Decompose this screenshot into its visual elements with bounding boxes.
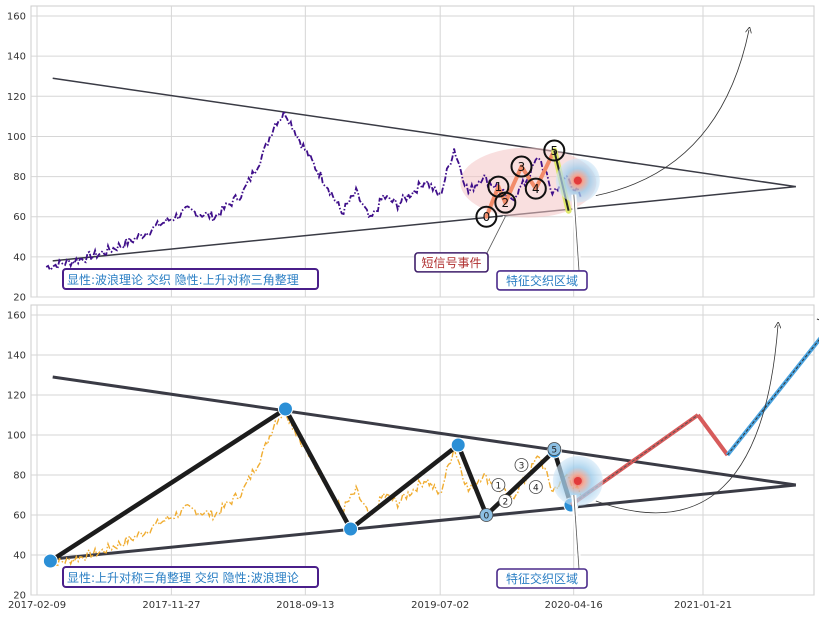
- y-tick-label: 40: [13, 551, 26, 562]
- y-tick-label: 20: [13, 293, 26, 304]
- x-tick-label: 2021-01-21: [674, 600, 732, 611]
- callout-arrow: [486, 216, 506, 254]
- wave-point-circle: [479, 508, 494, 522]
- wave-point-label: 4: [533, 483, 539, 493]
- wave-point-circle: [494, 191, 517, 214]
- interweave-zone-core: [573, 477, 582, 485]
- wave-point-label: 4: [532, 182, 540, 196]
- plot-frame: [30, 304, 815, 596]
- wave-point-label: 1: [496, 481, 502, 491]
- wave-point-label: 5: [550, 144, 558, 158]
- wave-point-circle: [498, 494, 513, 508]
- target-arrow: [595, 325, 778, 514]
- wave-point-circle: [528, 480, 543, 494]
- wave-point-label: 1: [495, 180, 503, 194]
- wave-point-label: 0: [483, 210, 491, 224]
- wave-point-label: 3: [518, 160, 526, 174]
- callout-box: [496, 270, 588, 291]
- target-arrow: [595, 30, 749, 196]
- y-tick-label: 40: [13, 252, 26, 263]
- wave-point-label: 5: [551, 445, 557, 455]
- wave-point-circle: [514, 458, 529, 472]
- y-tick-label: 120: [7, 92, 26, 103]
- y-tick-label: 80: [13, 471, 26, 482]
- x-tick-label: 2018-09-13: [276, 600, 334, 611]
- wave-point-label: 2: [502, 497, 508, 507]
- legend-box: [62, 268, 319, 290]
- projection-down-leg: [696, 413, 730, 457]
- y-tick-label: 80: [13, 172, 26, 183]
- zigzag-pivot: [450, 437, 466, 453]
- zigzag-pivot: [277, 401, 293, 417]
- wave-segment: [496, 184, 508, 205]
- y-tick-label: 140: [7, 351, 26, 362]
- wave-point-label: 0: [484, 511, 490, 521]
- price-series-line: [45, 107, 582, 272]
- y-tick-label: 160: [7, 311, 26, 322]
- wave-point-circle: [524, 177, 547, 200]
- projection-final-dash: [727, 339, 819, 456]
- triangle-upper-line: [52, 375, 797, 487]
- legend-label: 显性:波浪理论 交织 隐性:上升对称三角整理: [67, 272, 299, 287]
- wave-point-circle: [547, 442, 562, 456]
- wave-point-circle: [510, 155, 533, 178]
- wave-point-circle: [543, 139, 566, 162]
- wave-point-circle: [475, 205, 498, 228]
- interweave-zone-core: [573, 176, 582, 185]
- callout-box: [414, 252, 489, 273]
- wave-segment: [503, 164, 524, 205]
- callout-label: 特征交织区域: [506, 571, 578, 586]
- wave-segment: [519, 164, 538, 191]
- callout-label: 特征交织区域: [506, 273, 578, 288]
- callout-box: [496, 568, 588, 589]
- legend-box: [62, 566, 319, 588]
- callout-arrow: [573, 494, 580, 570]
- x-tick-label: 2020-04-16: [545, 600, 603, 611]
- x-tick-label: 2017-02-09: [8, 600, 66, 611]
- plot-frame: [30, 5, 815, 298]
- y-tick-label: 20: [13, 591, 26, 602]
- y-tick-label: 140: [7, 52, 26, 63]
- x-tick-label: 2017-11-27: [142, 600, 200, 611]
- triangle-lower-line: [52, 483, 796, 561]
- callout-label: 短信号事件: [421, 256, 481, 270]
- wave-segment: [533, 148, 557, 191]
- y-tick-label: 60: [13, 212, 26, 223]
- zigzag-pivot: [343, 521, 359, 537]
- zigzag-pivot: [42, 553, 58, 569]
- y-tick-label: 120: [7, 391, 26, 402]
- callout-arrow: [573, 194, 580, 271]
- wave-point-circle: [491, 478, 506, 492]
- wave-point-label: 2: [502, 196, 510, 210]
- wave-point-label: 3: [519, 461, 525, 471]
- y-tick-label: 100: [7, 132, 26, 143]
- legend-label: 显性:上升对称三角整理 交织 隐性:波浪理论: [67, 570, 299, 585]
- triangle-lower-line: [52, 185, 796, 262]
- triangle-upper-line: [52, 77, 796, 188]
- x-tick-label: 2019-07-02: [411, 600, 469, 611]
- wave-segment: [484, 184, 501, 219]
- y-tick-label: 100: [7, 431, 26, 442]
- y-tick-label: 60: [13, 511, 26, 522]
- y-tick-label: 160: [7, 12, 26, 23]
